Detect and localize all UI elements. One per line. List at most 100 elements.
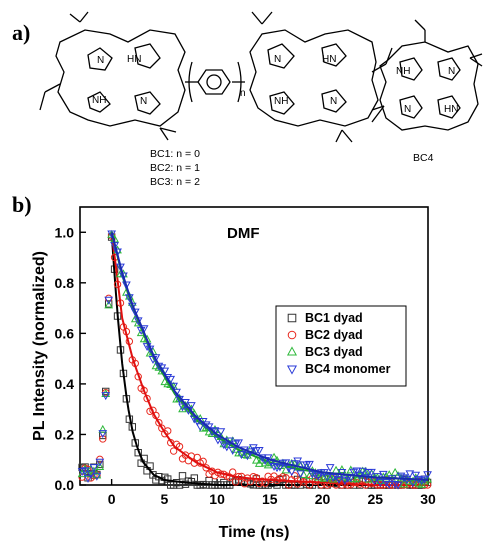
- data-point: [101, 392, 111, 401]
- data-point: [190, 474, 199, 482]
- data-point: [122, 281, 131, 290]
- x-tick-label: 30: [420, 491, 436, 507]
- x-tick-label: 25: [367, 491, 383, 507]
- data-point: [172, 478, 181, 487]
- data-point: [199, 457, 207, 466]
- bc1-label: BC1: n = 0: [150, 148, 200, 160]
- data-point: [296, 470, 305, 479]
- legend: BC1 dyad BC2 dyad BC3 dyad BC4 monomer: [275, 305, 407, 387]
- legend-label: BC3 dyad: [305, 345, 363, 359]
- data-point: [305, 460, 314, 469]
- data-point: [290, 460, 300, 469]
- data-point: [99, 435, 107, 443]
- data-point: [234, 439, 243, 448]
- data-point: [104, 296, 114, 305]
- data-point: [107, 230, 117, 239]
- atom-nh-3: NH: [396, 66, 410, 77]
- data-point: [158, 476, 166, 485]
- bc3-label: BC3: n = 2: [150, 176, 200, 188]
- data-point: [193, 453, 201, 462]
- x-axis-title: Time (ns): [219, 524, 290, 541]
- data-point: [254, 446, 264, 455]
- data-point: [169, 447, 178, 455]
- data-point: [101, 389, 111, 398]
- x-tick-label: 20: [315, 491, 331, 507]
- legend-label: BC1 dyad: [305, 311, 363, 325]
- data-point: [405, 470, 415, 479]
- legend-label: BC2 dyad: [305, 328, 363, 342]
- data-point: [228, 468, 237, 476]
- data-point: [155, 418, 163, 427]
- data-point: [340, 477, 350, 486]
- data-point: [92, 470, 102, 479]
- data-point: [143, 394, 151, 403]
- atom-nh-2: NH: [274, 96, 288, 107]
- data-point: [89, 464, 99, 473]
- atom-n-1: N: [97, 55, 104, 66]
- legend-box: [275, 305, 407, 387]
- data-point: [384, 480, 394, 489]
- data-point: [375, 476, 385, 485]
- x-tick-label: 10: [209, 491, 225, 507]
- data-point: [291, 472, 299, 480]
- data-point: [375, 479, 385, 488]
- data-point: [275, 463, 285, 472]
- data-point: [361, 466, 370, 475]
- data-point: [228, 446, 238, 455]
- data-point: [287, 468, 297, 477]
- solvent-annotation: DMF: [227, 225, 260, 242]
- data-point: [83, 474, 93, 483]
- data-point: [337, 468, 347, 477]
- y-tick-label: 0.0: [55, 477, 75, 493]
- legend-marker: [286, 346, 298, 356]
- data-point: [104, 300, 114, 309]
- data-point: [181, 480, 190, 488]
- data-point: [113, 312, 122, 320]
- data-point: [213, 436, 223, 445]
- data-point: [77, 469, 87, 478]
- data-point: [226, 481, 234, 489]
- data-point: [393, 481, 403, 490]
- monomer-structure: [371, 19, 483, 131]
- data-point: [131, 439, 139, 447]
- y-tick-label: 1.0: [55, 224, 75, 240]
- data-point: [216, 428, 226, 437]
- legend-marker: [287, 330, 297, 340]
- atom-nh-1: NH: [92, 95, 106, 106]
- data-point: [411, 471, 421, 480]
- data-point: [334, 471, 344, 480]
- data-point: [367, 468, 376, 477]
- data-point: [98, 424, 108, 433]
- data-point: [378, 470, 388, 479]
- data-point: [313, 472, 323, 481]
- atom-n-3: N: [274, 54, 281, 65]
- data-point: [251, 455, 261, 464]
- repeat-subscript: n: [240, 88, 246, 99]
- data-point: [83, 468, 93, 477]
- data-point: [140, 454, 148, 463]
- data-point: [273, 481, 281, 489]
- data-point: [381, 478, 391, 487]
- atom-n-6: N: [404, 104, 411, 115]
- data-point: [269, 462, 279, 471]
- data-point: [113, 248, 122, 257]
- data-point: [352, 467, 362, 476]
- data-point: [186, 402, 196, 411]
- bc4-label: BC4: [413, 152, 434, 164]
- data-point: [263, 460, 273, 469]
- atom-n-2: N: [140, 96, 147, 107]
- dimer-structure: [39, 11, 393, 143]
- data-point: [219, 441, 229, 450]
- data-point: [119, 369, 128, 378]
- data-point: [86, 470, 96, 479]
- data-point: [98, 430, 108, 439]
- y-tick-label: 0.8: [55, 275, 75, 291]
- data-point: [119, 272, 128, 281]
- data-point: [128, 423, 137, 431]
- data-point: [158, 424, 166, 432]
- y-tick-label: 0.6: [55, 325, 75, 341]
- panel-a-label: a): [12, 20, 30, 45]
- data-point: [95, 462, 105, 470]
- data-point: [142, 343, 152, 352]
